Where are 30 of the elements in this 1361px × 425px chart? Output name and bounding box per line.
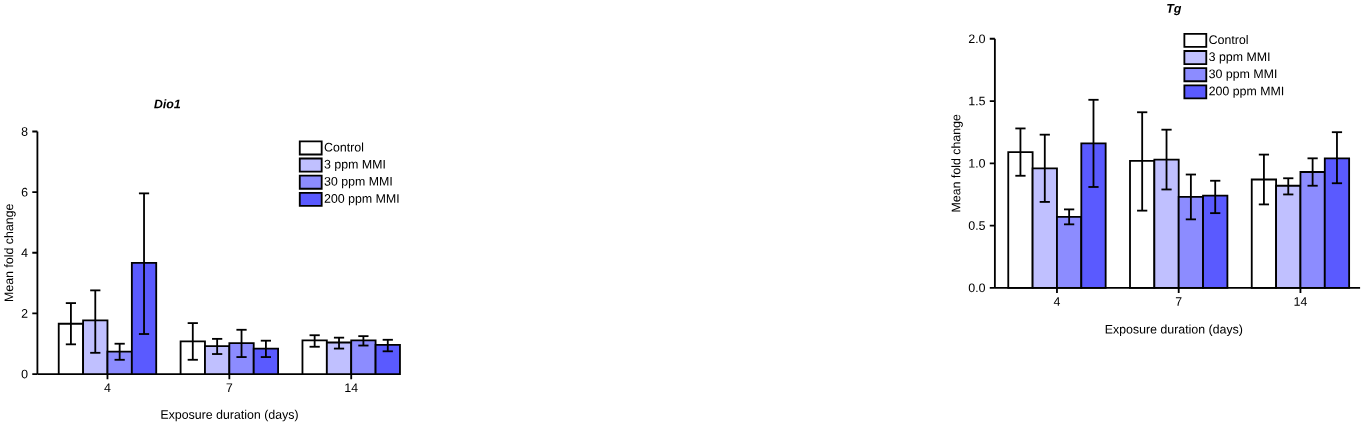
y-axis-title: Mean fold change [951,114,963,212]
y-tick-label: 2 [21,308,28,318]
y-tick-label: 8 [21,126,28,136]
x-tick-label: 7 [226,383,233,392]
legend-label: 3 ppm MMI [324,159,385,171]
legend-label: Control [1209,34,1248,44]
x-tick-label: 4 [104,383,111,392]
legend-label: Control [324,142,364,152]
y-tick-label: 0.0 [968,283,986,292]
y-tick-label: 1.5 [969,96,985,106]
legend-label: 3 ppm MMI [1209,52,1270,64]
chart-title: Tg [1167,3,1182,15]
y-tick-label: 1.0 [969,158,986,168]
y-tick-label: 2.0 [968,34,986,43]
y-tick-label: 6 [21,187,28,197]
legend-label: 200 ppm MMI [324,193,399,206]
legend-label: 200 ppm MMI [1209,86,1284,98]
y-axis-title: Mean fold change [4,203,16,301]
x-tick-label: 7 [1175,297,1182,306]
x-tick-label: 14 [345,383,358,392]
x-tick-label: 14 [1294,297,1307,306]
x-axis-title: Exposure duration (days) [161,409,298,422]
y-tick-label: 0.5 [968,220,985,230]
x-tick-label: 4 [1053,297,1061,306]
y-tick-label: 4 [21,248,28,257]
legend-label: 30 ppm MMI [1209,69,1277,81]
chart-title: Dio1 [154,99,181,109]
y-tick-label: 0 [21,369,28,379]
legend-label: 30 ppm MMI [324,176,392,188]
x-axis-title: Exposure duration (days) [1105,324,1243,336]
